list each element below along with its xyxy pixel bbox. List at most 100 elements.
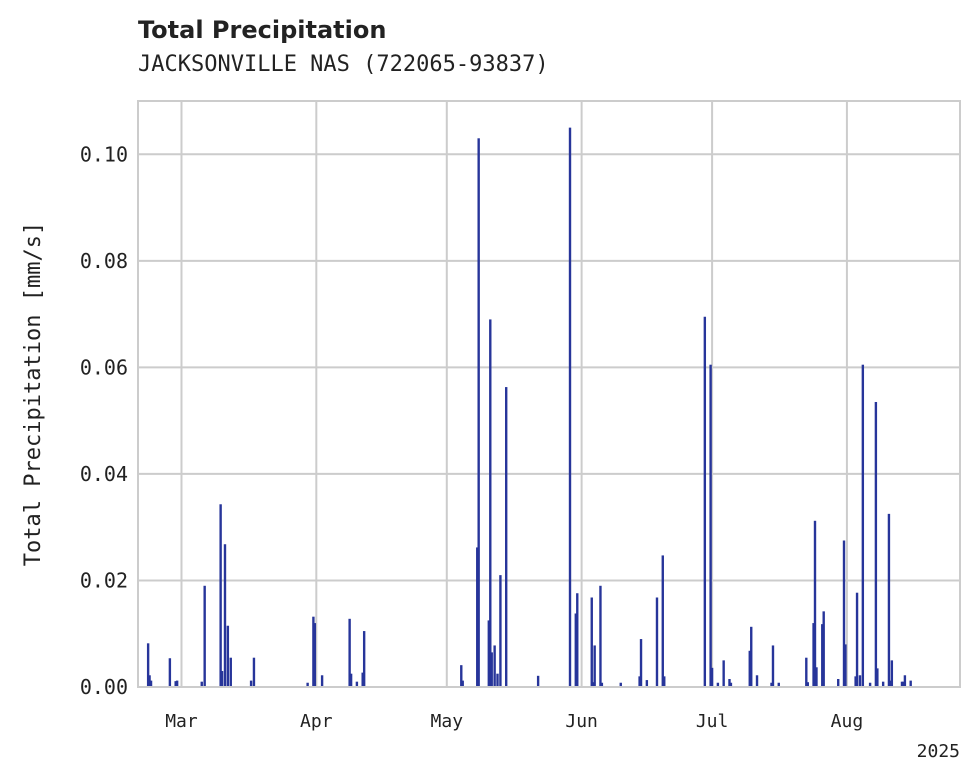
precipitation-bar (709, 364, 712, 687)
y-axis-label: Total Precipitation [mm/s] (21, 222, 46, 566)
precipitation-bar (203, 585, 206, 687)
precipitation-bar (536, 675, 540, 687)
precipitation-bar (861, 364, 865, 687)
y-tick-label: 0.00 (80, 675, 128, 699)
precipitation-bar (854, 676, 857, 687)
precipitation-bar (729, 682, 733, 687)
precipitation-bar (728, 679, 731, 687)
x-tick-label: May (431, 711, 464, 732)
precipitation-bar (655, 597, 659, 687)
precipitation-bar (755, 675, 759, 687)
grid (138, 101, 960, 688)
precipitation-bar (890, 660, 894, 687)
precipitation-bar (252, 657, 256, 687)
precipitation-bar (663, 676, 666, 687)
precipitation-bar (638, 676, 641, 687)
precipitation-bar (229, 657, 232, 687)
precipitation-bar (844, 644, 847, 687)
x-axis-year-label: 2025 (917, 741, 960, 762)
precipitation-bar (168, 658, 172, 687)
precipitation-bar (320, 675, 324, 687)
precipitation-bar (146, 643, 150, 687)
precipitation-bar (306, 682, 309, 687)
precipitation-bar (219, 504, 222, 687)
precipitation-bar (858, 675, 862, 687)
precipitation-bar (361, 672, 364, 687)
precipitation-bar (777, 682, 780, 687)
precipitation-bar (490, 652, 493, 687)
precipitation-bar (220, 671, 224, 687)
precipitation-bar (568, 127, 572, 688)
precipitation-bar (349, 673, 353, 687)
y-tick-label: 0.06 (80, 355, 128, 379)
precipitation-bar (771, 645, 775, 687)
y-tick-label: 0.02 (80, 568, 128, 592)
precipitation-bar (876, 668, 879, 687)
precipitation-bar (313, 623, 317, 687)
precipitation-bar (815, 667, 818, 687)
precipitation-bar (837, 679, 840, 687)
precipitation-bar (903, 675, 907, 687)
precipitation-bar (748, 650, 751, 687)
precipitation-bar (175, 680, 179, 687)
precipitation-bar (716, 682, 720, 687)
precipitation-bar (362, 631, 366, 687)
chart-title: Total Precipitation (138, 16, 387, 44)
x-tick-label: Mar (165, 711, 198, 732)
y-tick-label: 0.08 (80, 249, 128, 273)
precipitation-bar (249, 680, 253, 687)
precipitation-bar (822, 611, 825, 687)
plot-frame (137, 100, 961, 688)
precipitation-bar (174, 681, 177, 687)
bar-series (146, 127, 912, 688)
y-tick-label: 0.04 (80, 462, 128, 486)
precipitation-bar (750, 626, 753, 687)
precipitation-bar (887, 513, 891, 687)
precipitation-bar (889, 680, 892, 687)
y-tick-label: 0.10 (80, 142, 128, 166)
precipitation-bar (805, 657, 808, 687)
precipitation-bar (226, 625, 230, 687)
precipitation-bar (574, 613, 577, 687)
precipitation-bar (902, 681, 905, 687)
precipitation-bar (590, 597, 593, 687)
precipitation-bar (496, 673, 499, 687)
precipitation-bar (148, 675, 151, 687)
precipitation-bar (868, 682, 872, 687)
x-tick-label: Jul (696, 711, 729, 732)
precipitation-bar (722, 660, 725, 687)
precipitation-bar (489, 319, 492, 687)
y-axis-ticks: 0.00 0.02 0.04 0.06 0.08 0.10 (80, 142, 128, 699)
precipitation-bar (703, 316, 707, 687)
precipitation-bar (505, 387, 508, 687)
precipitation-bar (900, 681, 904, 687)
x-tick-label: Apr (300, 711, 333, 732)
precipitation-bar (149, 680, 153, 687)
precipitation-bar (477, 138, 480, 688)
precipitation-bar (476, 547, 479, 687)
precipitation-bar (348, 618, 351, 687)
chart-subtitle: JACKSONVILLE NAS (722065-93837) (138, 52, 549, 77)
precipitation-bar (661, 555, 664, 687)
precipitation-bar (223, 544, 227, 687)
precipitation-bar (645, 680, 649, 687)
precipitation-bar (806, 682, 809, 687)
precipitation-bar (461, 680, 464, 687)
precipitation-bar (591, 682, 595, 687)
precipitation-bar (493, 645, 496, 687)
precipitation-bar (813, 520, 817, 687)
precipitation-bar (881, 681, 885, 687)
precipitation-bar (639, 639, 643, 687)
x-tick-label: Aug (831, 711, 864, 732)
precipitation-bar (821, 624, 824, 687)
precipitation-bar (770, 682, 773, 687)
precipitation-bar (355, 681, 359, 687)
precipitation-bar (200, 681, 203, 687)
x-axis-ticks: Mar Apr May Jun Jul Aug (165, 711, 863, 732)
precipitation-bar (842, 540, 846, 687)
precipitation-bar (599, 585, 602, 687)
precipitation-bar (600, 682, 604, 687)
precipitation-bar (710, 667, 714, 687)
precipitation-bar (874, 401, 878, 687)
precipitation-bar (909, 680, 912, 687)
